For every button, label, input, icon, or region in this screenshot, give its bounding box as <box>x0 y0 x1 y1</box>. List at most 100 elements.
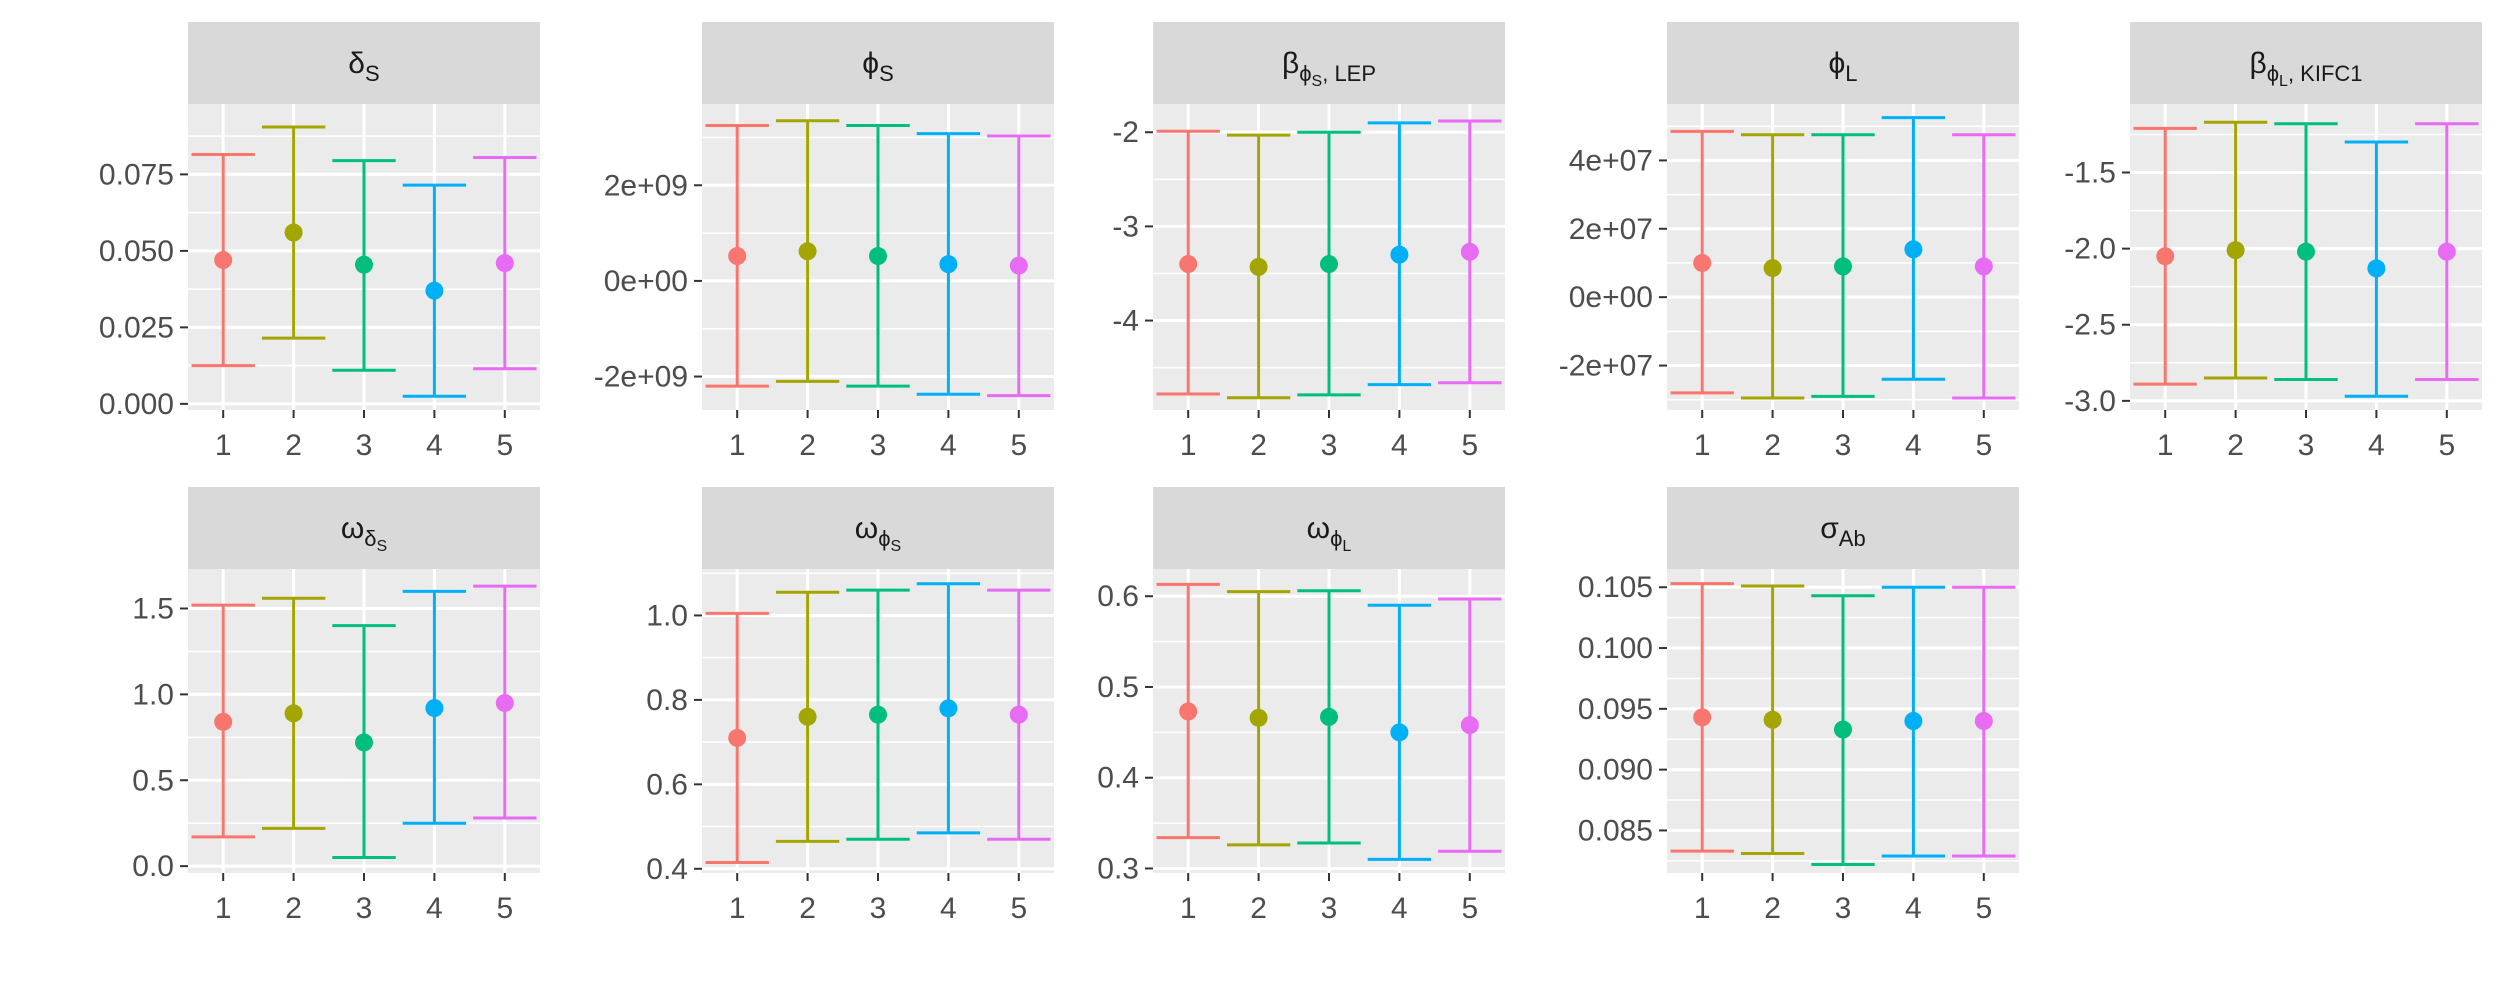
facet-strip-label: δS <box>348 47 379 86</box>
facet-panel-2: ϕS -2e+09 0e+00 2e+09 1 2 3 4 5 <box>594 22 1054 462</box>
point-estimate <box>1320 255 1338 274</box>
y-tick-label: -2e+09 <box>594 361 688 394</box>
x-tick-label: 2 <box>1764 429 1781 462</box>
x-tick-label: 4 <box>426 429 443 462</box>
facet-panel-4: ϕL -2e+07 0e+00 2e+07 4e+07 1 2 3 4 5 <box>1559 22 2019 462</box>
y-tick-label: 0.025 <box>99 311 174 344</box>
y-tick-label: 0.5 <box>1097 671 1139 704</box>
point-estimate <box>495 693 514 712</box>
y-tick-label: 0.090 <box>1578 754 1653 787</box>
errorbar-4 <box>916 582 981 835</box>
point-estimate <box>1249 708 1268 727</box>
y-tick-label: -2.5 <box>2064 309 2116 342</box>
point-estimate <box>728 728 747 747</box>
x-tick-label: 1 <box>729 892 746 925</box>
x-tick-label: 4 <box>2368 429 2385 462</box>
x-tick-label: 4 <box>1905 892 1922 925</box>
facet-panel-8: ωϕL 0.3 0.4 0.5 0.6 1 2 3 4 5 <box>1097 487 1505 925</box>
errorbar-5 <box>1438 597 1502 853</box>
x-tick-label: 5 <box>1010 892 1027 925</box>
errorbar-2 <box>1226 590 1291 847</box>
x-tick-label: 2 <box>285 429 302 462</box>
errorbar-4 <box>916 132 981 396</box>
y-tick-label: 0.0 <box>132 850 174 883</box>
point-estimate <box>1763 710 1782 729</box>
x-tick-label: 3 <box>356 892 373 925</box>
facet-panel-3: βϕS, LEP -4 -3 -2 1 2 3 4 5 <box>1112 22 1505 462</box>
errorbar-5 <box>987 588 1051 841</box>
facet-strip-label: ωϕS <box>855 512 901 555</box>
point-estimate <box>1904 712 1923 730</box>
x-tick-label: 2 <box>1764 892 1781 925</box>
point-estimate <box>1390 245 1409 264</box>
errorbar-2 <box>261 596 326 830</box>
y-tick-label: -2.0 <box>2064 233 2116 266</box>
point-estimate <box>1320 707 1338 726</box>
x-tick-label: 3 <box>870 892 887 925</box>
x-tick-label: 4 <box>1391 892 1408 925</box>
x-tick-label: 1 <box>1180 429 1197 462</box>
errorbar-3 <box>846 588 910 841</box>
errorbar-4 <box>1367 603 1432 861</box>
y-tick-label: 0.8 <box>646 684 688 717</box>
point-estimate <box>355 255 373 274</box>
point-estimate <box>1390 723 1409 742</box>
y-tick-label: 0e+00 <box>1569 281 1653 314</box>
point-estimate <box>355 733 373 752</box>
x-tick-label: 4 <box>426 892 443 925</box>
x-tick-label: 5 <box>1010 429 1027 462</box>
facet-strip-label: ωδS <box>341 512 387 555</box>
x-tick-label: 1 <box>215 892 232 925</box>
y-tick-label: 0.6 <box>1097 580 1139 613</box>
facet-panel-1: δS 0.000 0.025 0.050 0.075 1 2 3 4 5 <box>99 22 540 462</box>
x-tick-label: 1 <box>1694 892 1711 925</box>
point-estimate <box>1763 259 1782 278</box>
facet-panel-6: ωδS 0.0 0.5 1.0 1.5 1 2 3 4 5 <box>132 487 540 925</box>
errorbar-4 <box>402 183 467 398</box>
facet-strip-label: ϕS <box>862 47 894 86</box>
x-tick-label: 5 <box>1975 892 1992 925</box>
errorbar-5 <box>987 134 1051 398</box>
y-tick-label: 4e+07 <box>1569 144 1653 177</box>
y-tick-label: 1.5 <box>132 593 174 626</box>
errorbar-3 <box>1297 589 1361 845</box>
y-tick-label: -1.5 <box>2064 157 2116 190</box>
x-tick-label: 2 <box>1250 429 1267 462</box>
facet-strip-label: ϕL <box>1828 47 1857 86</box>
point-estimate <box>1974 257 1993 276</box>
x-tick-label: 1 <box>729 429 746 462</box>
x-tick-label: 5 <box>1461 892 1478 925</box>
x-tick-label: 1 <box>1180 892 1197 925</box>
facet-strip <box>188 487 540 569</box>
x-tick-label: 5 <box>2438 429 2455 462</box>
point-estimate <box>939 699 958 718</box>
x-tick-label: 3 <box>1321 892 1338 925</box>
errorbar-4 <box>1881 585 1946 858</box>
point-estimate <box>214 251 233 270</box>
point-estimate <box>1693 708 1712 727</box>
y-tick-label: -3.0 <box>2064 385 2116 418</box>
errorbar-1 <box>705 124 769 388</box>
errorbar-3 <box>1297 130 1361 397</box>
point-estimate <box>1904 240 1923 259</box>
y-tick-label: 0.4 <box>646 853 688 886</box>
errorbar-4 <box>2344 140 2409 398</box>
errorbar-3 <box>1811 133 1875 398</box>
errorbar-1 <box>1670 582 1734 853</box>
errorbar-2 <box>1740 584 1805 856</box>
facet-strip <box>1153 487 1505 569</box>
errorbar-1 <box>1670 129 1734 395</box>
point-estimate <box>869 247 887 266</box>
errorbar-5 <box>473 156 537 371</box>
point-estimate <box>728 247 747 266</box>
y-tick-label: 0.050 <box>99 235 174 268</box>
x-tick-label: 3 <box>1835 429 1852 462</box>
point-estimate <box>2226 241 2245 260</box>
facet-strip-label: σAb <box>1820 512 1865 551</box>
x-tick-label: 4 <box>940 429 957 462</box>
point-estimate <box>2437 242 2456 261</box>
errorbar-2 <box>261 125 326 340</box>
x-tick-label: 2 <box>799 429 816 462</box>
errorbar-5 <box>2415 122 2479 382</box>
errorbar-3 <box>1811 594 1875 866</box>
